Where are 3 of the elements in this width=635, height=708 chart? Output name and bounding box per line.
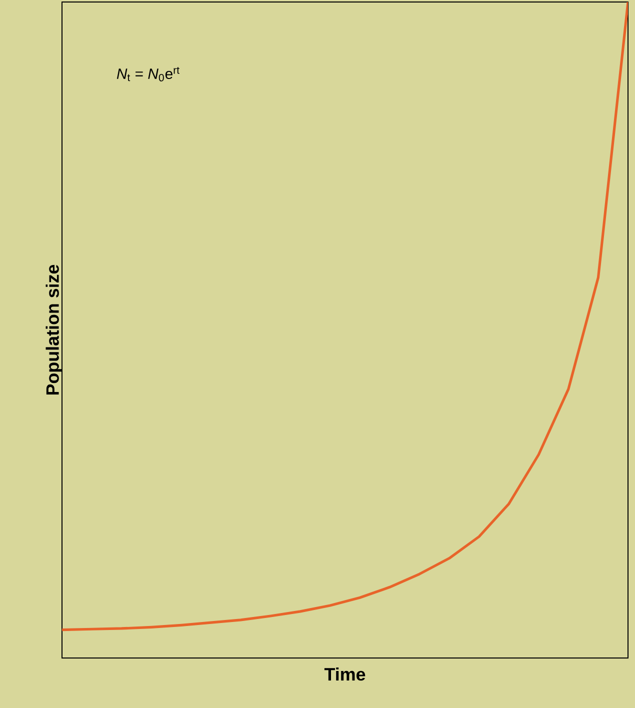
annotation: N$_{t}$ = N$_{0}$e$^{rt}$ xyxy=(116,66,180,82)
x-axis-title: Time xyxy=(324,668,366,681)
y-axis-title: Population size xyxy=(46,264,62,395)
